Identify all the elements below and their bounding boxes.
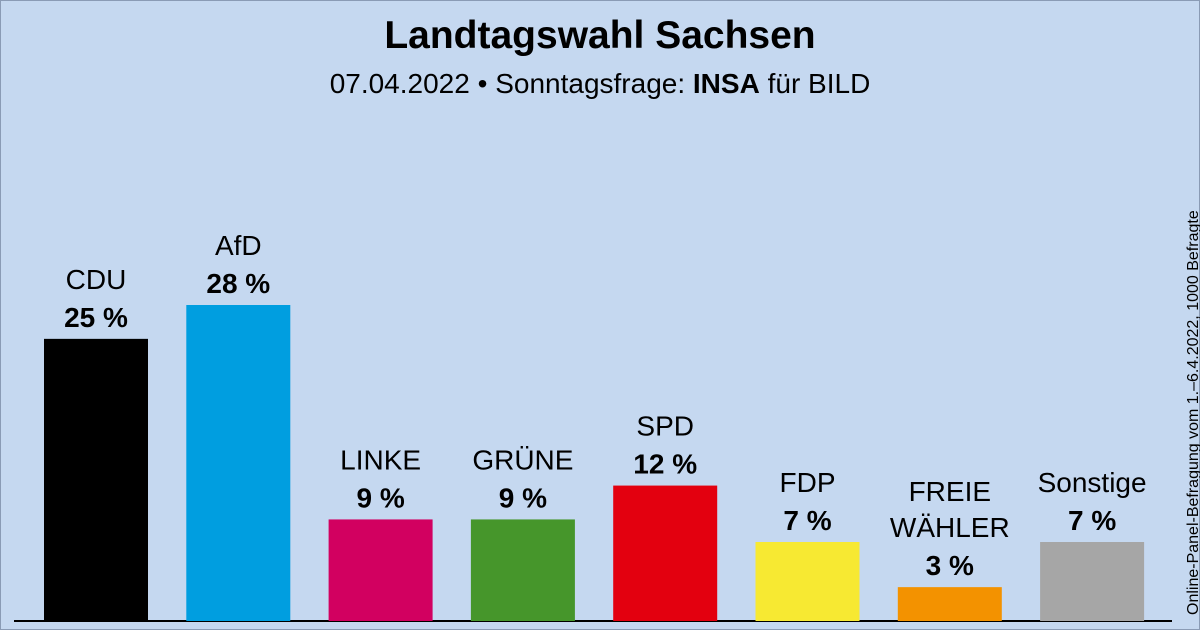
party-label-freie-waehler-1: FREIE [909, 476, 991, 507]
subtitle-separator: • [477, 68, 488, 99]
bar-cdu [44, 338, 148, 621]
subtitle-client: für BILD [767, 68, 871, 99]
subtitle-institute: INSA [692, 68, 760, 99]
party-label-linke: LINKE [340, 444, 421, 475]
chart-subtitle: 07.04.2022 • Sonntagsfrage: INSA für BIL… [0, 68, 1200, 100]
bar-linke [328, 519, 433, 621]
bar-gruene [470, 519, 575, 621]
value-label-fdp: 7 % [783, 505, 831, 536]
bar-freie-waehler [897, 587, 1002, 621]
bar-sonstige [1040, 542, 1145, 621]
value-label-linke: 9 % [356, 482, 404, 513]
party-label-cdu: CDU [66, 264, 127, 295]
chart-title: Landtagswahl Sachsen [384, 14, 816, 57]
party-label-freie-waehler-2: WÄHLER [890, 512, 1010, 543]
party-label-gruene: GRÜNE [472, 444, 573, 475]
value-label-sonstige: 7 % [1068, 505, 1116, 536]
bar-spd [613, 485, 718, 621]
value-label-cdu: 25 % [64, 302, 128, 333]
value-label-spd: 12 % [633, 449, 697, 480]
party-label-spd: SPD [636, 411, 694, 442]
value-label-gruene: 9 % [499, 482, 547, 513]
subtitle-label: Sonntagsfrage: [495, 68, 686, 99]
party-label-afd: AfD [215, 230, 262, 261]
party-label-fdp: FDP [780, 467, 836, 498]
value-label-afd: 28 % [206, 268, 270, 299]
subtitle-date: 07.04.2022 [329, 68, 470, 99]
party-label-sonstige: Sonstige [1038, 467, 1147, 498]
bar-afd [186, 305, 291, 621]
value-label-freie-waehler: 3 % [926, 550, 974, 581]
bar-fdp [755, 542, 860, 621]
